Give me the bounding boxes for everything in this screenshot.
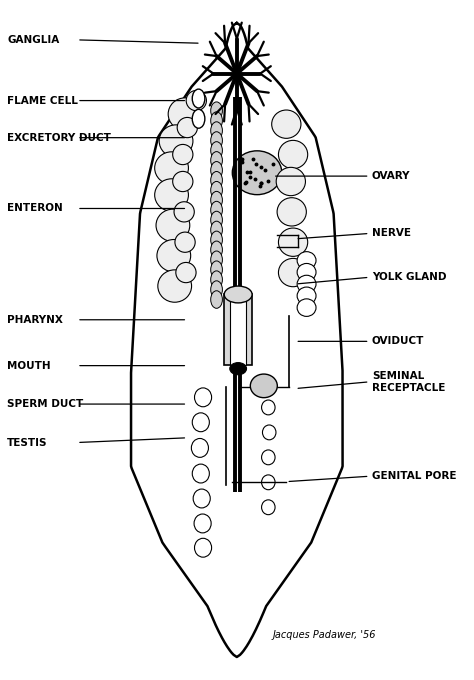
Circle shape bbox=[211, 112, 222, 129]
Ellipse shape bbox=[156, 209, 190, 241]
Ellipse shape bbox=[278, 258, 308, 287]
Circle shape bbox=[211, 251, 222, 269]
Circle shape bbox=[211, 261, 222, 279]
Ellipse shape bbox=[297, 287, 316, 305]
Ellipse shape bbox=[174, 202, 194, 222]
Circle shape bbox=[211, 191, 222, 209]
Circle shape bbox=[211, 152, 222, 169]
Ellipse shape bbox=[297, 263, 316, 281]
Ellipse shape bbox=[168, 98, 202, 131]
Text: OVIDUCT: OVIDUCT bbox=[372, 337, 424, 346]
Text: NERVE: NERVE bbox=[372, 228, 411, 239]
Circle shape bbox=[211, 231, 222, 249]
Ellipse shape bbox=[173, 171, 193, 192]
Text: TESTIS: TESTIS bbox=[7, 437, 48, 447]
Circle shape bbox=[192, 89, 205, 108]
Ellipse shape bbox=[176, 262, 196, 283]
Ellipse shape bbox=[193, 489, 210, 508]
Ellipse shape bbox=[192, 464, 210, 483]
Circle shape bbox=[211, 132, 222, 150]
Ellipse shape bbox=[250, 374, 277, 398]
Bar bbox=[224, 294, 252, 365]
Text: YOLK GLAND: YOLK GLAND bbox=[372, 272, 447, 282]
Text: SEMINAL
RECEPTACLE: SEMINAL RECEPTACLE bbox=[372, 371, 445, 392]
Ellipse shape bbox=[194, 514, 211, 533]
Circle shape bbox=[211, 162, 222, 179]
Circle shape bbox=[211, 211, 222, 228]
Polygon shape bbox=[131, 23, 343, 657]
Ellipse shape bbox=[173, 144, 193, 165]
Text: SPERM DUCT: SPERM DUCT bbox=[7, 399, 83, 409]
Circle shape bbox=[211, 271, 222, 288]
Text: Jacques Padawer, '56: Jacques Padawer, '56 bbox=[273, 630, 376, 641]
Circle shape bbox=[211, 141, 222, 159]
Text: EXCRETORY DUCT: EXCRETORY DUCT bbox=[7, 133, 111, 143]
Ellipse shape bbox=[277, 198, 306, 226]
Ellipse shape bbox=[262, 500, 275, 515]
Ellipse shape bbox=[297, 299, 316, 316]
Ellipse shape bbox=[224, 286, 252, 303]
Ellipse shape bbox=[177, 118, 198, 137]
Ellipse shape bbox=[194, 388, 211, 407]
Circle shape bbox=[211, 171, 222, 189]
Ellipse shape bbox=[158, 270, 191, 302]
Ellipse shape bbox=[230, 362, 246, 375]
Circle shape bbox=[211, 291, 222, 308]
Text: GENITAL PORE: GENITAL PORE bbox=[372, 471, 456, 481]
Ellipse shape bbox=[157, 239, 191, 272]
Circle shape bbox=[211, 122, 222, 139]
Ellipse shape bbox=[159, 125, 193, 157]
Bar bbox=[230, 294, 246, 365]
Ellipse shape bbox=[262, 450, 275, 464]
Ellipse shape bbox=[263, 425, 276, 440]
Text: OVARY: OVARY bbox=[372, 171, 410, 181]
Circle shape bbox=[211, 221, 222, 239]
Ellipse shape bbox=[175, 232, 195, 252]
Circle shape bbox=[211, 182, 222, 199]
Circle shape bbox=[211, 281, 222, 299]
Ellipse shape bbox=[232, 151, 282, 194]
Circle shape bbox=[211, 201, 222, 219]
Ellipse shape bbox=[276, 167, 305, 196]
Ellipse shape bbox=[262, 475, 275, 490]
Circle shape bbox=[192, 109, 205, 129]
Ellipse shape bbox=[194, 539, 211, 557]
Ellipse shape bbox=[278, 228, 308, 256]
Text: GANGLIA: GANGLIA bbox=[7, 35, 60, 45]
Ellipse shape bbox=[262, 400, 275, 415]
Ellipse shape bbox=[278, 140, 308, 169]
Text: ENTERON: ENTERON bbox=[7, 203, 63, 214]
Text: MOUTH: MOUTH bbox=[7, 360, 51, 371]
Ellipse shape bbox=[297, 275, 316, 293]
Ellipse shape bbox=[297, 252, 316, 269]
Text: PHARYNX: PHARYNX bbox=[7, 315, 63, 325]
Text: FLAME CELL: FLAME CELL bbox=[7, 96, 78, 105]
Circle shape bbox=[211, 102, 222, 120]
Ellipse shape bbox=[272, 110, 301, 138]
Ellipse shape bbox=[192, 413, 210, 432]
Ellipse shape bbox=[155, 179, 189, 211]
Circle shape bbox=[211, 241, 222, 258]
Ellipse shape bbox=[155, 152, 189, 184]
Ellipse shape bbox=[191, 439, 209, 458]
Ellipse shape bbox=[186, 90, 207, 111]
